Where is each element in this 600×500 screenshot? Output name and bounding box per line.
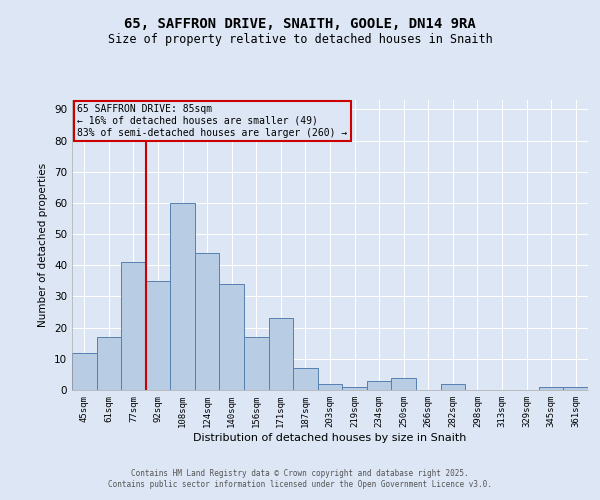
Bar — [318, 384, 342, 390]
Bar — [563, 387, 588, 390]
Text: Size of property relative to detached houses in Snaith: Size of property relative to detached ho… — [107, 32, 493, 46]
Bar — [539, 387, 563, 390]
Y-axis label: Number of detached properties: Number of detached properties — [38, 163, 49, 327]
X-axis label: Distribution of detached houses by size in Snaith: Distribution of detached houses by size … — [193, 432, 467, 442]
Bar — [97, 337, 121, 390]
Text: 65, SAFFRON DRIVE, SNAITH, GOOLE, DN14 9RA: 65, SAFFRON DRIVE, SNAITH, GOOLE, DN14 9… — [124, 18, 476, 32]
Bar — [342, 387, 367, 390]
Bar — [220, 284, 244, 390]
Text: Contains public sector information licensed under the Open Government Licence v3: Contains public sector information licen… — [108, 480, 492, 489]
Text: 65 SAFFRON DRIVE: 85sqm
← 16% of detached houses are smaller (49)
83% of semi-de: 65 SAFFRON DRIVE: 85sqm ← 16% of detache… — [77, 104, 347, 138]
Bar — [195, 253, 220, 390]
Bar — [440, 384, 465, 390]
Bar — [367, 380, 391, 390]
Bar — [170, 203, 195, 390]
Bar — [293, 368, 318, 390]
Text: Contains HM Land Registry data © Crown copyright and database right 2025.: Contains HM Land Registry data © Crown c… — [131, 468, 469, 477]
Bar — [391, 378, 416, 390]
Bar — [72, 352, 97, 390]
Bar — [244, 337, 269, 390]
Bar — [146, 281, 170, 390]
Bar — [269, 318, 293, 390]
Bar — [121, 262, 146, 390]
